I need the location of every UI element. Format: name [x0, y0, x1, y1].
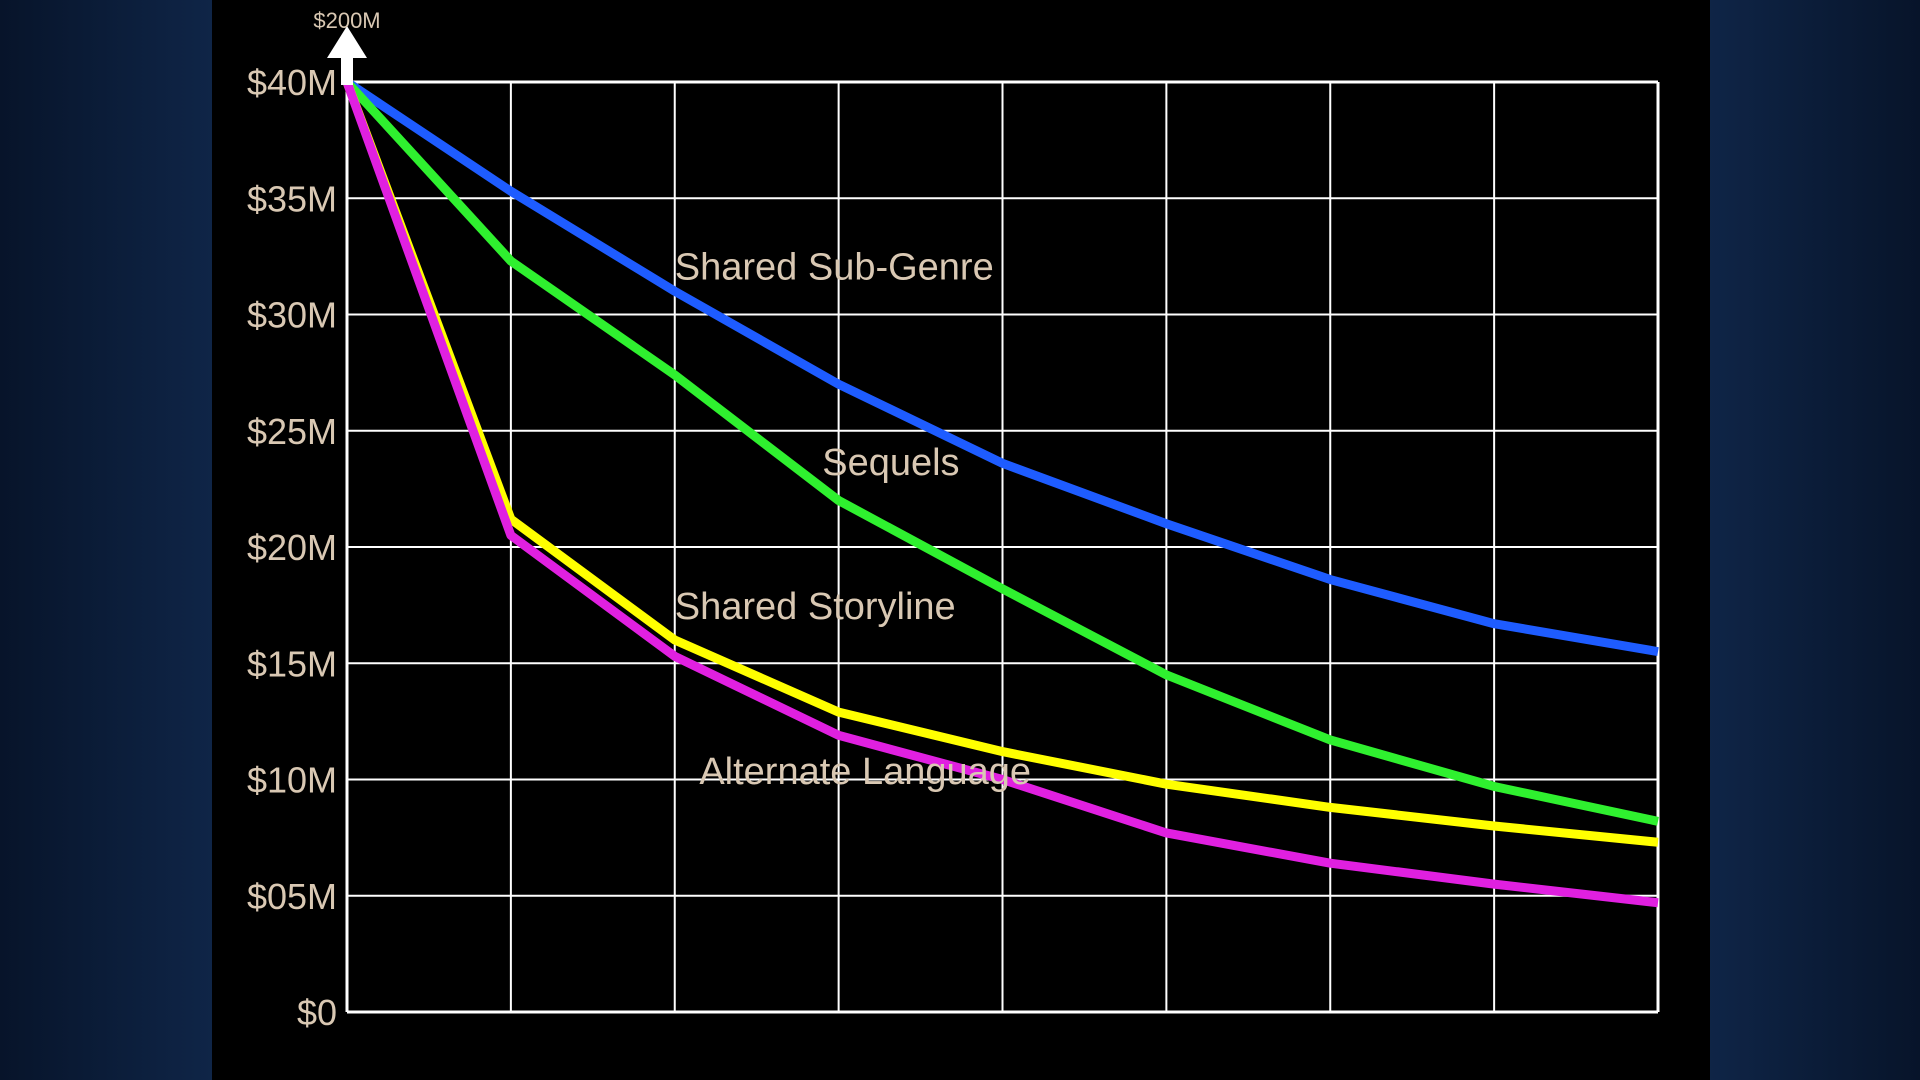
series-label-1: Sequels: [822, 442, 959, 484]
y-tick-label: $25M: [247, 411, 337, 452]
chart-panel: [212, 0, 1710, 1080]
y-axis-ticks: $0 $05M $10M $15M $20M $25M $30M $35M $40M: [247, 62, 337, 1033]
y-tick-label: $20M: [247, 527, 337, 568]
y-tick-label: $10M: [247, 760, 337, 801]
series-line-1: [343, 78, 1659, 826]
series-line-2: [342, 80, 1659, 847]
overflow-marker: $200M: [313, 8, 381, 85]
right-background-panel: [1708, 0, 1920, 1080]
grid: [345, 80, 1660, 1014]
series-label-0: Shared Sub-Genre: [675, 247, 994, 289]
series-line-0: [344, 78, 1659, 657]
y-tick-label: $0: [297, 992, 337, 1033]
left-background-panel: [0, 0, 212, 1080]
series-line-3: [342, 80, 1659, 908]
y-tick-label: $05M: [247, 876, 337, 917]
top-marker-label: $200M: [313, 8, 380, 33]
series-lines: [342, 78, 1659, 908]
y-tick-label: $40M: [247, 62, 337, 103]
series-labels: Shared Sub-Genre Sequels Shared Storyline A…: [675, 247, 1031, 794]
y-tick-label: $30M: [247, 295, 337, 336]
up-arrow-icon: [327, 26, 367, 58]
series-label-2: Shared Storyline: [675, 586, 956, 628]
series-label-3: Alternate Language: [699, 751, 1031, 793]
y-tick-label: $35M: [247, 178, 337, 219]
up-arrow-shaft: [341, 55, 353, 85]
y-tick-label: $15M: [247, 643, 337, 684]
